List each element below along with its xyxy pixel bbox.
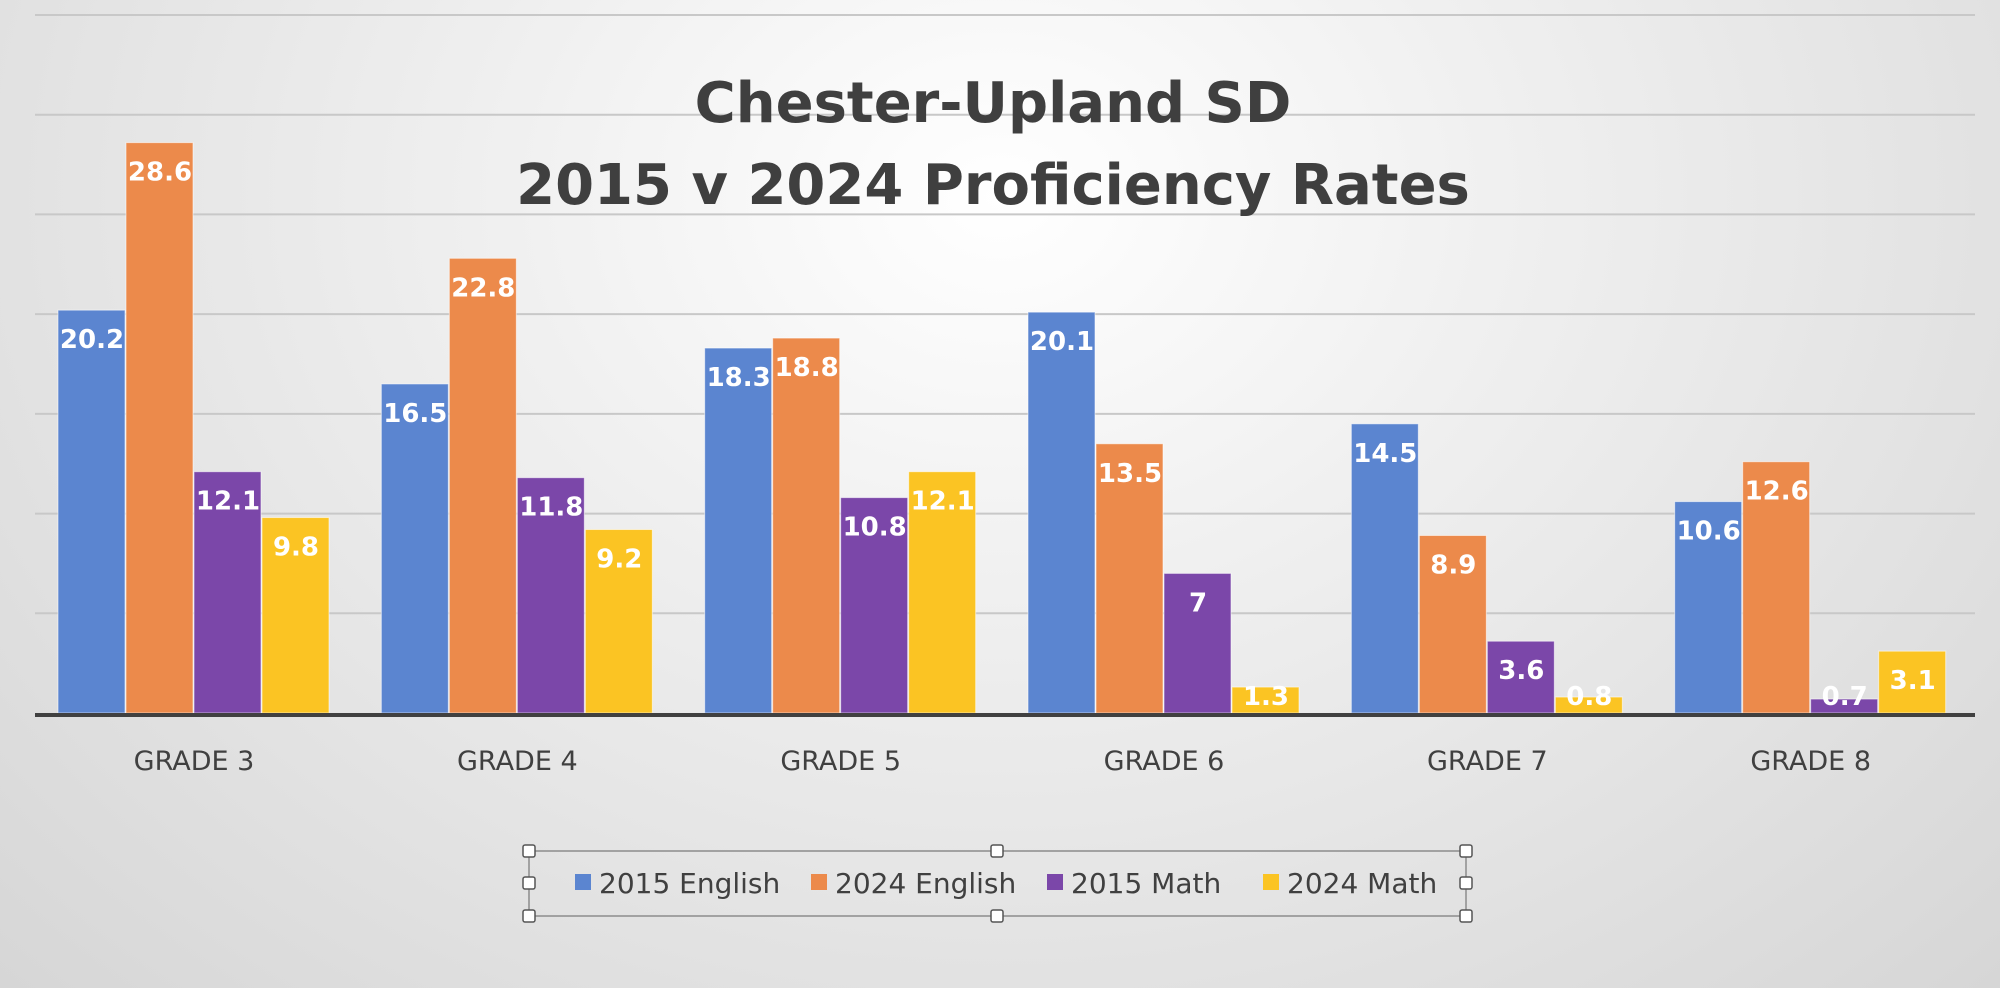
legend-resize-handle[interactable] <box>991 910 1003 922</box>
bar <box>773 338 840 713</box>
data-label: 11.8 <box>519 493 583 523</box>
x-tick-labels: GRADE 3 GRADE 4 GRADE 5 GRADE 6 GRADE 7 GRADE… <box>134 746 1871 777</box>
legend-resize-handle[interactable] <box>523 910 535 922</box>
data-label: 9.2 <box>596 545 642 575</box>
legend-label: 2015 English <box>599 867 780 900</box>
data-label: 22.8 <box>451 273 515 303</box>
bar <box>58 310 125 713</box>
data-label: 18.8 <box>775 353 839 383</box>
data-label: 12.1 <box>196 487 260 517</box>
data-label: 12.6 <box>1745 477 1809 507</box>
x-tick-label: GRADE 6 <box>1104 746 1225 777</box>
legend-swatch <box>1263 874 1279 890</box>
data-label: 13.5 <box>1098 459 1162 489</box>
bars: 20.2 28.6 12.1 9.8 16.5 22.8 11.8 9.2 18.3 18.8 10… <box>58 143 1946 713</box>
legend-swatch <box>811 874 827 890</box>
data-label: 20.1 <box>1030 327 1094 357</box>
data-label: 3.1 <box>1890 666 1936 696</box>
legend-resize-handle[interactable] <box>991 845 1003 857</box>
legend-swatch <box>575 874 591 890</box>
legend-resize-handle[interactable] <box>523 845 535 857</box>
data-label: 14.5 <box>1353 439 1417 469</box>
legend[interactable]: 2015 English 2024 English 2015 Math 2024 Ma… <box>523 845 1472 922</box>
data-label: 10.8 <box>843 513 907 543</box>
data-label: 16.5 <box>383 399 447 429</box>
data-label: 8.9 <box>1430 551 1476 581</box>
legend-resize-handle[interactable] <box>1460 877 1472 889</box>
legend-label: 2015 Math <box>1071 867 1221 900</box>
bar <box>381 384 448 713</box>
bar <box>705 348 772 713</box>
data-label: 7 <box>1189 588 1207 618</box>
data-label: 3.6 <box>1498 656 1544 686</box>
data-label: 12.1 <box>911 487 975 517</box>
data-label: 1.3 <box>1243 682 1289 712</box>
legend-swatch <box>1047 874 1063 890</box>
bar <box>126 143 193 713</box>
x-tick-label: GRADE 7 <box>1427 746 1548 777</box>
legend-label: 2024 English <box>835 867 1016 900</box>
bar <box>1028 312 1095 713</box>
x-tick-label: GRADE 3 <box>134 746 255 777</box>
x-tick-label: GRADE 4 <box>457 746 578 777</box>
x-tick-label: GRADE 8 <box>1750 746 1871 777</box>
chart-title-line-2: 2015 v 2024 Proficiency Rates <box>516 153 1470 218</box>
data-label: 9.8 <box>273 533 319 563</box>
data-label: 28.6 <box>128 158 192 188</box>
chart-title-line-1: Chester-Upland SD <box>695 71 1292 136</box>
data-label: 0.7 <box>1822 682 1868 712</box>
legend-resize-handle[interactable] <box>523 877 535 889</box>
data-label: 18.3 <box>707 363 771 393</box>
legend-resize-handle[interactable] <box>1460 910 1472 922</box>
data-label: 20.2 <box>60 325 124 355</box>
x-tick-label: GRADE 5 <box>780 746 901 777</box>
legend-resize-handle[interactable] <box>1460 845 1472 857</box>
data-label: 10.6 <box>1677 517 1741 547</box>
data-label: 0.8 <box>1566 682 1612 712</box>
bar <box>449 258 516 713</box>
chart: Chester-Upland SD 2015 v 2024 Proficienc… <box>0 0 2000 988</box>
legend-label: 2024 Math <box>1287 867 1437 900</box>
